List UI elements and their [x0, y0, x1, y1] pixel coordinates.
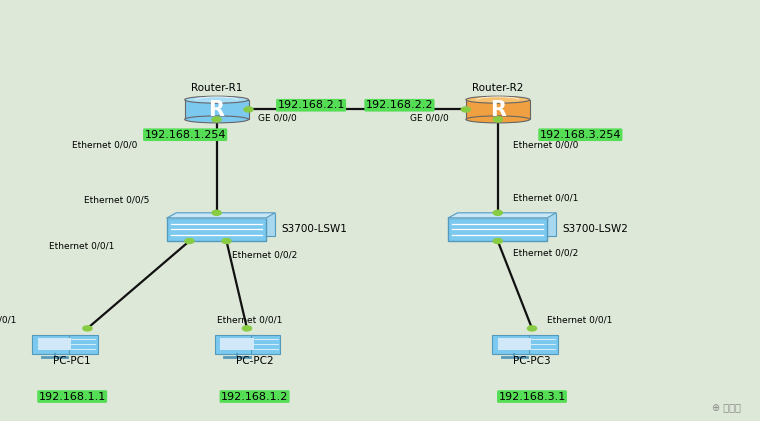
Text: 192.168.3.254: 192.168.3.254 — [540, 130, 621, 140]
Circle shape — [461, 107, 470, 112]
Text: PC-PC3: PC-PC3 — [513, 356, 551, 366]
Text: Router-R2: Router-R2 — [472, 83, 524, 93]
Text: 192.168.2.1: 192.168.2.1 — [277, 100, 345, 110]
Text: Ethernet 0/0/1: Ethernet 0/0/1 — [217, 315, 282, 325]
Circle shape — [185, 238, 194, 243]
Text: 192.168.1.1: 192.168.1.1 — [39, 392, 106, 402]
FancyBboxPatch shape — [466, 100, 530, 120]
Text: S3700-LSW1: S3700-LSW1 — [281, 224, 347, 234]
Circle shape — [83, 326, 92, 331]
Text: 192.168.1.2: 192.168.1.2 — [221, 392, 288, 402]
Text: 192.168.1.254: 192.168.1.254 — [144, 130, 226, 140]
Text: GE 0/0/0: GE 0/0/0 — [410, 113, 449, 123]
Text: PC-PC2: PC-PC2 — [236, 356, 274, 366]
FancyBboxPatch shape — [252, 335, 280, 354]
FancyBboxPatch shape — [185, 100, 249, 120]
Ellipse shape — [185, 96, 249, 103]
Circle shape — [222, 238, 231, 243]
Circle shape — [242, 326, 252, 331]
Circle shape — [527, 326, 537, 331]
Text: Router-R1: Router-R1 — [191, 83, 242, 93]
FancyBboxPatch shape — [458, 213, 556, 236]
Text: 192.168.2.2: 192.168.2.2 — [366, 100, 433, 110]
Text: Ethernet 0/0/1: Ethernet 0/0/1 — [49, 242, 115, 251]
FancyBboxPatch shape — [498, 338, 531, 350]
Circle shape — [493, 117, 502, 122]
Polygon shape — [448, 213, 556, 218]
Ellipse shape — [185, 116, 249, 123]
Circle shape — [212, 117, 221, 122]
FancyBboxPatch shape — [220, 338, 254, 350]
Text: R: R — [208, 99, 225, 120]
Text: 192.168.3.1: 192.168.3.1 — [499, 392, 565, 402]
FancyBboxPatch shape — [69, 335, 98, 354]
Text: Ethernet 0/0/2: Ethernet 0/0/2 — [513, 248, 578, 257]
Ellipse shape — [466, 96, 530, 103]
Text: Ethernet 0/0/0: Ethernet 0/0/0 — [513, 141, 578, 150]
Text: GE 0/0/0: GE 0/0/0 — [258, 113, 297, 123]
Polygon shape — [167, 213, 275, 218]
FancyBboxPatch shape — [176, 213, 275, 236]
FancyBboxPatch shape — [492, 335, 537, 354]
Text: Ethernet 0/0/1: Ethernet 0/0/1 — [0, 315, 16, 325]
Circle shape — [212, 210, 221, 215]
Ellipse shape — [466, 116, 530, 123]
Text: Ethernet 0/0/5: Ethernet 0/0/5 — [84, 195, 149, 205]
FancyBboxPatch shape — [448, 218, 547, 241]
Text: Ethernet 0/0/2: Ethernet 0/0/2 — [232, 250, 297, 259]
Text: PC-PC1: PC-PC1 — [53, 356, 91, 366]
Text: Ethernet 0/0/0: Ethernet 0/0/0 — [72, 141, 138, 150]
FancyBboxPatch shape — [529, 335, 558, 354]
Circle shape — [493, 210, 502, 215]
Text: S3700-LSW2: S3700-LSW2 — [562, 224, 629, 234]
Circle shape — [244, 107, 253, 112]
FancyBboxPatch shape — [167, 218, 266, 241]
Text: Ethernet 0/0/1: Ethernet 0/0/1 — [547, 315, 613, 325]
FancyBboxPatch shape — [32, 335, 77, 354]
FancyBboxPatch shape — [215, 335, 259, 354]
Text: ⊕ 亿速云: ⊕ 亿速云 — [712, 402, 741, 412]
FancyBboxPatch shape — [38, 338, 71, 350]
Text: R: R — [489, 99, 506, 120]
Circle shape — [493, 238, 502, 243]
Text: Ethernet 0/0/1: Ethernet 0/0/1 — [513, 193, 578, 203]
